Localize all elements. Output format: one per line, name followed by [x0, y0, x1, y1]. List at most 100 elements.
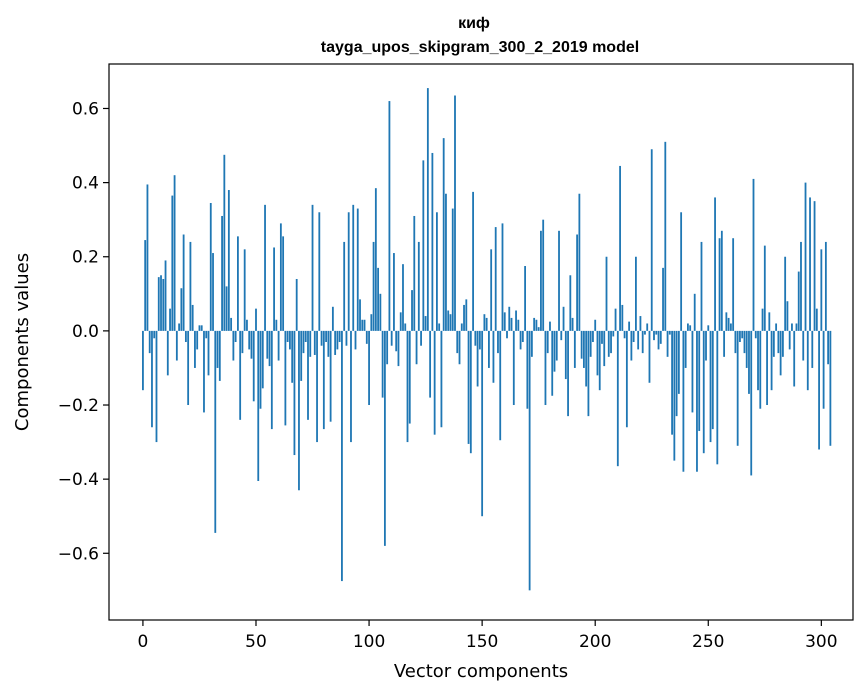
bar-222: [644, 330, 646, 335]
bar-241: [687, 323, 689, 331]
bars-group: [142, 88, 832, 591]
bar-100: [368, 330, 370, 406]
bar-79: [320, 330, 323, 346]
bar-213: [623, 330, 626, 339]
bar-167: [519, 330, 522, 350]
bar-164: [512, 330, 515, 406]
bar-292: [802, 330, 805, 361]
bar-285: [786, 301, 789, 331]
bar-72: [304, 330, 307, 342]
bar-212: [621, 304, 624, 331]
bar-183: [555, 330, 558, 361]
bar-290: [797, 271, 800, 331]
bar-280: [775, 323, 778, 331]
bar-269: [750, 330, 753, 476]
bar-19: [184, 330, 187, 342]
bar-188: [567, 330, 569, 417]
bar-28: [205, 330, 208, 339]
bar-126: [426, 88, 429, 331]
x-ticks: 0 50 100 150 200 250 300: [138, 620, 838, 652]
bar-272: [757, 330, 759, 391]
bar-288: [793, 330, 796, 387]
bar-275: [763, 245, 766, 331]
bar-106: [381, 330, 384, 398]
bar-221: [641, 330, 644, 354]
bar-201: [596, 330, 599, 376]
bar-215: [628, 321, 631, 331]
bar-219: [637, 330, 640, 350]
bar-273: [759, 330, 762, 409]
bar-40: [232, 330, 235, 361]
bar-68: [295, 278, 298, 331]
bar-61: [279, 223, 282, 331]
bar-202: [598, 330, 601, 391]
bar-70: [300, 330, 303, 381]
bar-10: [164, 260, 167, 331]
x-tick-label: 250: [692, 632, 724, 652]
bar-252: [711, 330, 714, 430]
bar-274: [761, 308, 764, 331]
bar-187: [564, 330, 567, 380]
bar-255: [718, 238, 721, 331]
bar-46: [246, 319, 248, 331]
bar-247: [700, 241, 703, 331]
bar-59: [275, 319, 278, 331]
bar-235: [673, 330, 676, 461]
bar-5: [153, 330, 156, 339]
bar-34: [218, 330, 221, 381]
bar-182: [553, 330, 556, 372]
bar-107: [383, 330, 386, 546]
bar-77: [316, 330, 318, 443]
bar-165: [515, 310, 517, 331]
bar-266: [743, 330, 746, 354]
bar-95: [356, 208, 359, 331]
bar-110: [390, 330, 393, 346]
bar-262: [734, 330, 737, 354]
bar-225: [650, 149, 653, 331]
bar-178: [544, 330, 547, 406]
bar-236: [675, 330, 678, 417]
bar-206: [607, 330, 610, 357]
bar-97: [361, 319, 364, 331]
bar-15: [175, 330, 178, 361]
bar-108: [386, 330, 389, 365]
bar-181: [551, 330, 554, 396]
bar-140: [458, 330, 461, 365]
bar-17: [180, 288, 183, 331]
bar-243: [691, 330, 694, 413]
bar-233: [668, 330, 671, 335]
y-axis-label: Components values: [12, 253, 33, 431]
bar-54: [264, 204, 266, 331]
bar-2: [146, 184, 149, 331]
bar-228: [657, 330, 660, 350]
y-tick-label: −0.6: [58, 544, 99, 564]
bar-124: [422, 160, 425, 331]
bar-32: [214, 330, 217, 533]
x-tick-label: 200: [579, 632, 611, 652]
x-tick-label: 50: [245, 632, 267, 652]
bar-196: [585, 330, 588, 387]
bar-302: [824, 241, 827, 331]
bar-11: [166, 330, 169, 376]
bar-131: [438, 323, 441, 331]
bar-193: [578, 193, 581, 331]
bar-204: [603, 330, 606, 367]
bar-71: [302, 330, 305, 354]
bar-237: [677, 330, 680, 394]
bar-245: [696, 330, 698, 472]
y-tick-label: 0.6: [72, 99, 99, 119]
bar-174: [535, 319, 538, 331]
bar-122: [417, 241, 420, 331]
bar-123: [420, 330, 422, 346]
bar-246: [698, 330, 701, 431]
bar-205: [605, 256, 608, 331]
bar-33: [216, 330, 219, 368]
bar-130: [436, 212, 438, 331]
bar-251: [709, 330, 712, 443]
bar-16: [178, 323, 181, 331]
y-tick-label: 0.4: [72, 174, 99, 194]
bar-91: [347, 212, 350, 331]
bar-102: [372, 241, 375, 331]
bar-38: [227, 190, 230, 331]
bar-184: [558, 230, 560, 331]
